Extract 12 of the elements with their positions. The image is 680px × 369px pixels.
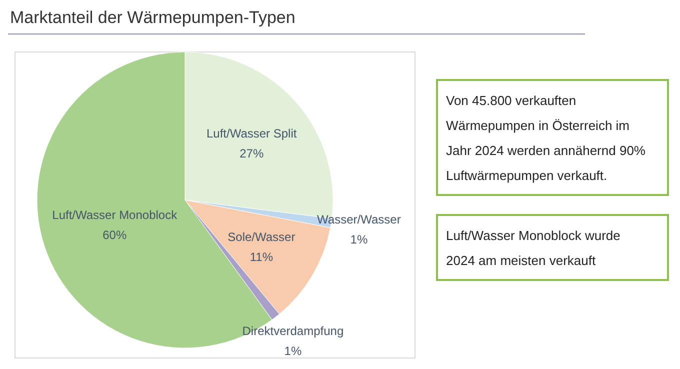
data-label: 1% [350,232,368,247]
data-label: 60% [102,228,127,242]
data-label: 27% [240,146,264,160]
data-label: 11% [250,250,274,264]
text: Luft/Wasser Monoblock wurde 2024 am meisten verkauft [446,228,620,268]
slice-label: Luft/Wasser Split [206,126,298,140]
slice-label: Sole/Wasser [228,230,296,244]
text: Von 45.800 verkauften Wärmepumpen in Österreich im Jahr 2024 werden annähernd 90% Luftwärmepumpen verkauft. [446,93,646,183]
slice-label: Wasser/Wasser [317,212,401,227]
slice-label: Luft/Wasser Monoblock [52,208,178,222]
chart-title: Marktanteil der Wärmepumpen-Typen [10,8,296,27]
data-label: 1% [284,344,302,358]
